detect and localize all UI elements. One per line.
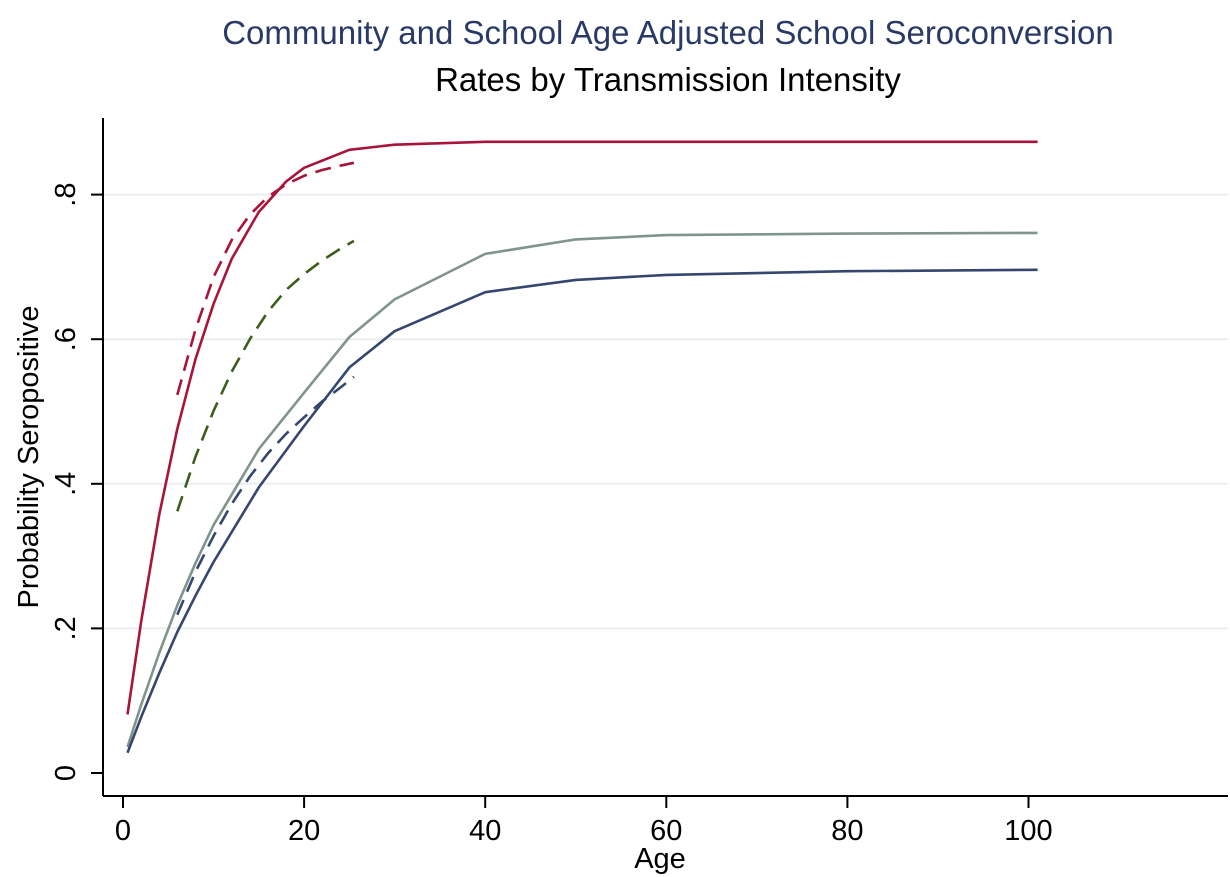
x-tick-label: 100 <box>1004 815 1052 847</box>
y-tick-label: .4 <box>50 472 82 496</box>
series-line-6-dashed <box>176 375 355 616</box>
x-axis-title: Age <box>634 843 686 875</box>
x-ticks: 0 20 40 60 80 100 <box>115 796 1053 847</box>
chart-subtitle: Rates by Transmission Intensity <box>435 61 901 98</box>
x-tick-label: 0 <box>115 815 131 847</box>
y-axis-title: Probability Seropositive <box>13 305 45 608</box>
series-line-3 <box>126 268 1038 754</box>
y-tick-label: 0 <box>50 765 82 781</box>
x-tick-label: 40 <box>469 815 501 847</box>
x-tick-label: 60 <box>650 815 682 847</box>
chart-title: Community and School Age Adjusted School… <box>222 14 1114 51</box>
gridlines <box>104 193 1228 630</box>
y-tick-label: .2 <box>50 616 82 640</box>
series-line-2 <box>126 231 1038 748</box>
series-line-4-dashed <box>176 161 355 396</box>
y-tick-label: .6 <box>50 327 82 351</box>
series-line-5-dashed <box>176 239 355 512</box>
x-tick-label: 20 <box>288 815 320 847</box>
x-tick-label: 80 <box>831 815 863 847</box>
series-line-1 <box>126 140 1038 715</box>
y-ticks: 0 .2 .4 .6 .8 <box>50 183 103 781</box>
series-lines <box>126 140 1038 754</box>
y-tick-label: .8 <box>50 183 82 207</box>
